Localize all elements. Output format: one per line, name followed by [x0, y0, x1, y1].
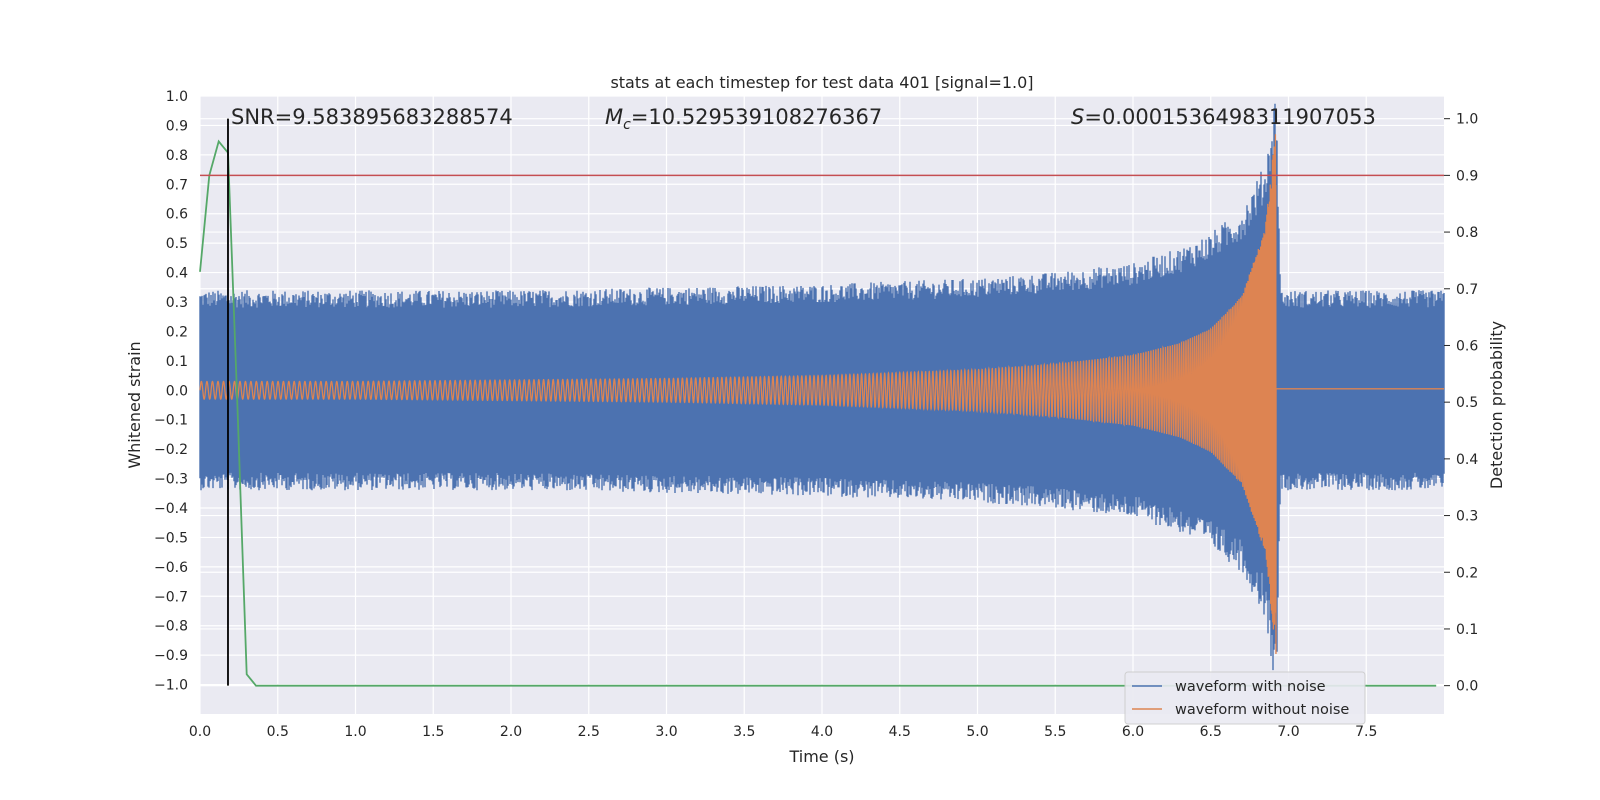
y-tick-label-left: 0.8 [166, 148, 188, 164]
x-tick-label: 2.0 [500, 724, 522, 740]
legend-label-clean: waveform without noise [1175, 702, 1349, 718]
x-tick-label: 3.5 [733, 724, 755, 740]
x-tick-label: 1.0 [344, 724, 366, 740]
y-tick-label-right: 0.1 [1456, 622, 1478, 638]
y-tick-label-right: 1.0 [1456, 112, 1478, 128]
x-tick-label: 6.5 [1200, 724, 1222, 740]
y-tick-label-left: 1.0 [166, 89, 188, 105]
legend-label-noise: waveform with noise [1175, 679, 1326, 695]
x-axis-title: Time (s) [788, 747, 854, 766]
y-tick-label-left: −0.6 [154, 560, 188, 576]
x-tick-label: 7.5 [1355, 724, 1377, 740]
x-tick-label: 1.5 [422, 724, 444, 740]
y-tick-label-left: −0.5 [154, 530, 188, 546]
y-tick-label-left: 0.6 [166, 207, 188, 223]
legend-box [1124, 671, 1366, 725]
probability-line [199, 139, 1437, 687]
x-tick-label: 7.0 [1277, 724, 1299, 740]
y-axis-title-right: Detection probability [1487, 321, 1506, 489]
x-tick-label: 4.5 [889, 724, 911, 740]
s-value: =0.0001536498311907053 [1084, 105, 1376, 129]
y-tick-label-left: −0.9 [154, 648, 188, 664]
y-tick-label-right: 0.6 [1456, 338, 1478, 354]
y-tick-label-left: 0.1 [166, 354, 188, 370]
x-tick-label: 4.0 [811, 724, 833, 740]
y-tick-label-right: 0.8 [1456, 225, 1478, 241]
y-tick-label-left: 0.7 [166, 177, 188, 193]
x-tick-label: 0.0 [189, 724, 211, 740]
chirp-mass-value: =10.529539108276367 [631, 105, 882, 129]
y-tick-label-right: 0.3 [1456, 509, 1478, 525]
snr-annotation: SNR=9.583895683288574 [231, 105, 513, 129]
y-tick-label-left: 0.5 [166, 236, 188, 252]
chirp-mass-subscript: c [623, 117, 631, 133]
y-tick-label-right: 0.7 [1456, 282, 1478, 298]
chirp-mass-annotation: Mc=10.529539108276367 [605, 105, 882, 133]
y-axis-title-left: Whitened strain [125, 341, 144, 468]
tick-labels: 0.0 0.5 1.0 1.5 2.0 2.5 3.0 3.5 4.0 4.5 5.0 5.5 6.0 6… [154, 89, 1478, 740]
x-tick-label: 5.5 [1044, 724, 1066, 740]
x-tick-label: 3.0 [655, 724, 677, 740]
y-tick-label-left: 0.3 [166, 295, 188, 311]
chirp-mass-symbol: M [605, 105, 623, 129]
y-tick-label-left: −0.7 [154, 589, 188, 605]
y-tick-label-left: 0.4 [166, 266, 188, 282]
y-tick-label-right: 0.5 [1456, 395, 1478, 411]
reference-lines [200, 118, 1444, 686]
y-tick-label-left: −0.1 [154, 413, 188, 429]
y-tick-label-right: 0.9 [1456, 168, 1478, 184]
x-tick-label: 5.0 [966, 724, 988, 740]
s-annotation: S=0.0001536498311907053 [1071, 105, 1376, 129]
clean-waveform-path [199, 134, 1444, 655]
x-tick-label: 2.5 [578, 724, 600, 740]
y-tick-label-left: −0.8 [154, 619, 188, 635]
series-detection-probability [199, 139, 1437, 687]
y-tick-label-left: 0.0 [166, 383, 188, 399]
x-tick-label: 6.0 [1122, 724, 1144, 740]
series-waveform-without-noise [199, 134, 1444, 655]
s-symbol: S [1071, 105, 1084, 129]
chart-title: stats at each timestep for test data 401… [610, 73, 1033, 92]
y-tick-label-left: 0.9 [166, 118, 188, 134]
legend: waveform with noise waveform without noi… [1124, 671, 1366, 725]
y-tick-label-right: 0.0 [1456, 679, 1478, 695]
y-tick-label-left: −0.2 [154, 442, 188, 458]
y-tick-label-left: −0.3 [154, 472, 188, 488]
y-tick-label-right: 0.2 [1456, 565, 1478, 581]
y-tick-label-left: −1.0 [154, 678, 188, 694]
y-tick-label-right: 0.4 [1456, 452, 1478, 468]
x-tick-label: 0.5 [267, 724, 289, 740]
y-tick-label-left: −0.4 [154, 501, 188, 517]
y-tick-label-left: 0.2 [166, 324, 188, 340]
